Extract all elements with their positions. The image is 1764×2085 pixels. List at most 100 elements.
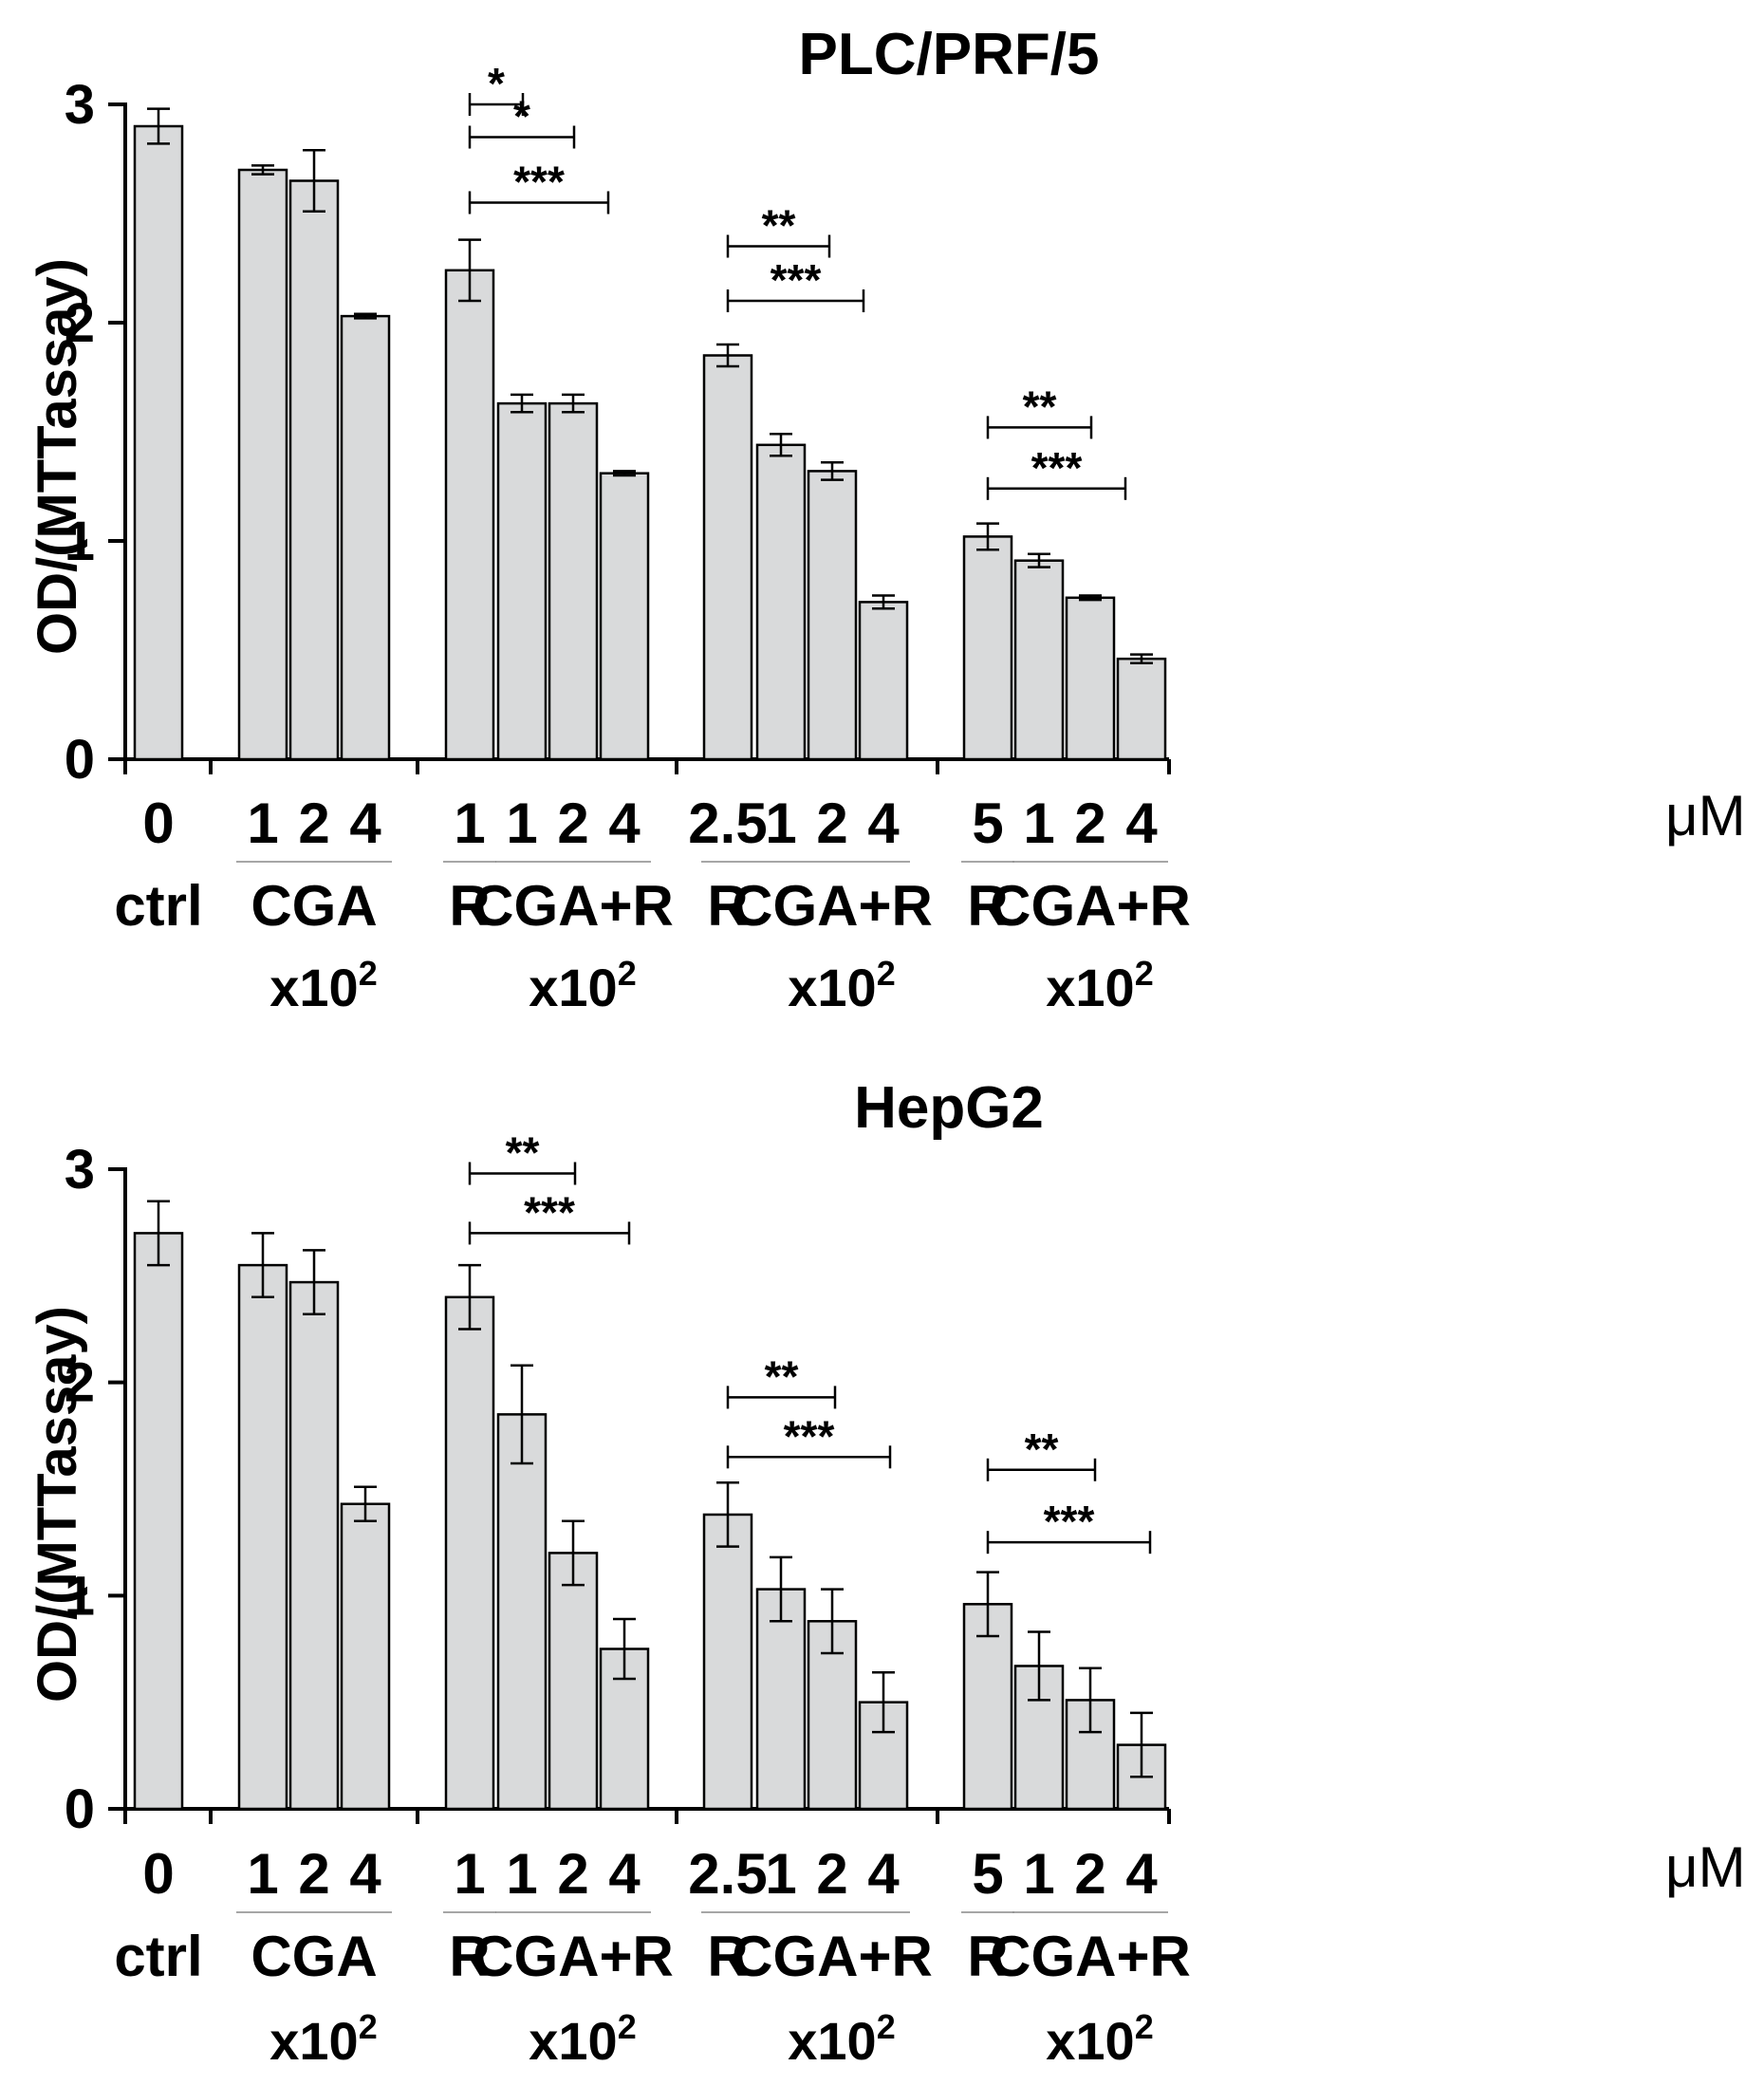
x-tick-label: 4 [1125, 1842, 1158, 1906]
bar [1013, 559, 1065, 761]
bar [496, 1413, 548, 1811]
x-tick-label: 4 [867, 791, 900, 855]
bar [755, 443, 807, 761]
group-multiplier: x102 [1046, 2007, 1153, 2071]
bar [1116, 657, 1167, 761]
group-label: CGA+R [473, 874, 674, 938]
bar [444, 269, 495, 761]
y-tick-label: 2 [65, 1352, 95, 1414]
significance-label: *** [513, 158, 565, 207]
group-multiplier: x102 [529, 954, 636, 1017]
group-label: CGA+R [732, 1925, 933, 1988]
bar [858, 601, 909, 761]
x-tick-label: 4 [608, 1842, 641, 1906]
bar [599, 472, 650, 761]
y-tick-label: 3 [65, 74, 95, 136]
group-multiplier: x102 [269, 954, 377, 1017]
significance-label: ** [765, 1351, 799, 1401]
bar [340, 1502, 391, 1811]
group-multiplier: x102 [788, 954, 895, 1017]
bar [702, 354, 753, 761]
x-tick-label: 2 [816, 791, 847, 855]
x-tick-label: 2 [1074, 1842, 1105, 1906]
x-tick-label: 1 [506, 1842, 537, 1906]
bar [288, 1280, 340, 1811]
group-multiplier: x102 [529, 2007, 636, 2071]
significance-label: ** [762, 201, 796, 251]
significance-label: *** [1031, 443, 1083, 493]
bar [548, 401, 599, 761]
x-tick-label: 2 [557, 1842, 588, 1906]
x-tick-label: 1 [454, 791, 485, 855]
x-tick-label: 1 [506, 791, 537, 855]
significance-label: *** [1044, 1497, 1095, 1546]
group-label: CGA [251, 1925, 377, 1988]
significance-label: ** [1023, 382, 1057, 431]
bar [962, 1603, 1013, 1811]
bar [496, 401, 548, 761]
y-tick-label: 1 [65, 511, 95, 572]
x-tick-label: 2 [816, 1842, 847, 1906]
x-tick-label: 0 [142, 791, 174, 855]
group-multiplier: x102 [269, 2007, 377, 2071]
x-tick-label: 4 [1125, 791, 1158, 855]
x-tick-label: 4 [608, 791, 641, 855]
x-tick-label: 1 [454, 1842, 485, 1906]
group-multiplier: x102 [788, 2007, 895, 2071]
significance-label: ** [506, 1127, 540, 1177]
y-tick-label: 1 [65, 1565, 95, 1627]
x-tick-label: 2.5 [688, 1842, 767, 1906]
bar [237, 168, 288, 761]
group-label: R [449, 1925, 490, 1988]
significance-label: ** [1025, 1424, 1059, 1474]
group-label: ctrl [114, 1925, 202, 1988]
x-tick-label: 2 [557, 791, 588, 855]
chart-title: PLC/PRF/5 [799, 22, 1100, 87]
unit-label: μM [1665, 1835, 1746, 1899]
significance-label: * [488, 59, 505, 108]
x-tick-label: 1 [765, 791, 796, 855]
group-label: R [707, 874, 748, 938]
x-tick-label: 5 [972, 791, 1003, 855]
bar [755, 1588, 807, 1811]
x-tick-label: 1 [247, 791, 278, 855]
x-tick-label: 1 [247, 1842, 278, 1906]
x-tick-label: 2 [1074, 791, 1105, 855]
y-axis-label: OD/(MTTassay) [27, 258, 88, 655]
y-axis-label: OD/(MTTassay) [27, 1306, 88, 1703]
y-tick-label: 0 [65, 729, 95, 791]
bar [702, 1513, 753, 1811]
bar [1013, 1665, 1065, 1811]
group-label: CGA [251, 874, 377, 938]
y-tick-label: 2 [65, 292, 95, 354]
x-tick-label: 1 [1023, 1842, 1054, 1906]
group-label: R [967, 874, 1008, 938]
bar [237, 1263, 288, 1811]
group-label: R [707, 1925, 748, 1988]
x-tick-label: 4 [867, 1842, 900, 1906]
group-label: R [967, 1925, 1008, 1988]
bar [1065, 596, 1116, 761]
bar [288, 179, 340, 761]
bar [133, 1232, 184, 1811]
y-tick-label: 0 [65, 1778, 95, 1840]
group-multiplier: x102 [1046, 954, 1153, 1017]
bar [962, 535, 1013, 761]
bar [340, 314, 391, 761]
group-label: CGA+R [990, 874, 1191, 938]
unit-label: μM [1665, 784, 1746, 847]
x-tick-label: 4 [349, 791, 381, 855]
significance-label: * [513, 92, 530, 141]
x-tick-label: 0 [142, 1842, 174, 1906]
x-tick-label: 4 [349, 1842, 381, 1906]
group-label: CGA+R [990, 1925, 1191, 1988]
significance-label: *** [784, 1411, 835, 1461]
bar [548, 1552, 599, 1811]
bar [807, 470, 858, 761]
x-tick-label: 1 [765, 1842, 796, 1906]
significance-label: *** [771, 255, 822, 305]
y-tick-label: 3 [65, 1139, 95, 1201]
